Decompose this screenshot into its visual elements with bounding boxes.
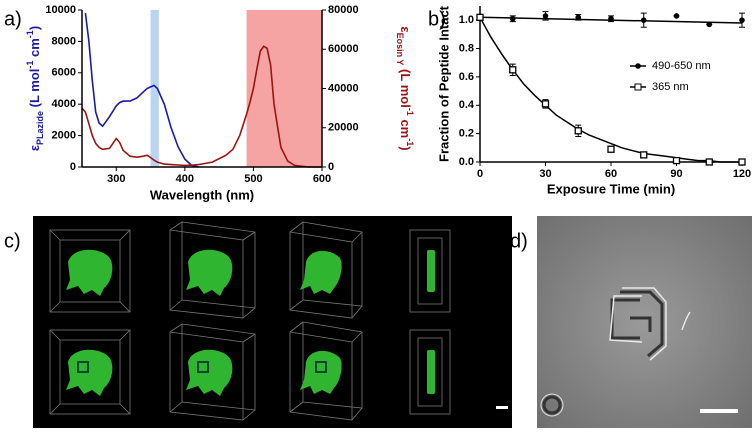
highlight-band	[246, 10, 322, 167]
data-point	[476, 13, 484, 21]
data-point	[640, 151, 648, 159]
image-c	[33, 216, 512, 428]
data-point	[739, 17, 745, 23]
label-part: -1	[405, 108, 415, 116]
data-point	[706, 21, 713, 28]
data-point	[608, 15, 614, 22]
legend-label: 365 nm	[652, 81, 689, 93]
x-tick-label: 300	[107, 173, 125, 185]
label-part: cm	[398, 116, 413, 138]
y-tick-label: 0.2	[459, 128, 474, 140]
data-point	[738, 158, 746, 166]
label-part: (L mol	[27, 69, 42, 111]
series-line	[84, 13, 199, 168]
axis-label: εEosin Y (L mol-1 cm-1)	[395, 26, 415, 150]
x-tick-label: 0	[477, 168, 483, 180]
x-tick-label: 400	[176, 173, 194, 185]
data-point	[705, 158, 713, 166]
x-tick-label: 600	[313, 173, 331, 185]
label-part: (L mol	[398, 65, 413, 107]
x-tick-label: 120	[733, 168, 751, 180]
x-axis-label: Wavelength (nm)	[150, 187, 254, 202]
label-part: -1	[25, 61, 35, 69]
y2-tick-label: 80000	[328, 4, 359, 16]
x-tick-label: 500	[244, 173, 262, 185]
label-part: cm	[27, 38, 42, 60]
highlight-band	[150, 10, 159, 167]
panel-label: a)	[4, 8, 22, 30]
label-part: -1	[25, 30, 35, 38]
data-point	[509, 15, 516, 22]
x-tick-label: 30	[539, 168, 551, 180]
label-part: PLazide	[35, 111, 45, 145]
label-part: )	[27, 26, 42, 30]
fit-line	[479, 16, 742, 163]
y2-tick-label: 60000	[328, 43, 359, 55]
panel-label: b)	[428, 8, 446, 30]
label-part: ε	[398, 26, 413, 32]
label-part: -1	[405, 138, 415, 146]
y-axis-label: Fraction of Peptide Intact	[436, 5, 451, 162]
y-tick-label: 1.0	[459, 14, 474, 26]
data-point	[640, 17, 647, 23]
data-point	[574, 127, 582, 135]
panel-label: d)	[510, 230, 528, 252]
y-tick-label: 10000	[45, 4, 76, 16]
image-d	[537, 216, 752, 428]
label-part: Eosin Y	[395, 33, 405, 66]
y-tick-label: 0.4	[459, 99, 475, 111]
label-part: ε	[27, 145, 42, 151]
axis-label: εPLazide (L mol-1 cm-1)	[25, 26, 45, 151]
label-part: )	[398, 146, 413, 150]
data-point	[607, 145, 615, 153]
y-tick-label: 0.8	[459, 42, 474, 54]
y2-tick-label: 40000	[328, 82, 359, 94]
series-line	[81, 45, 322, 168]
legend-marker	[634, 83, 642, 91]
data-point	[672, 156, 681, 165]
x-axis-label: Exposure Time (min)	[547, 181, 675, 196]
y-tick-label: 0.6	[459, 71, 474, 83]
y-tick-label: 0.0	[459, 156, 474, 168]
x-tick-label: 60	[605, 168, 617, 180]
y-tick-label: 2000	[52, 130, 76, 142]
data-point	[673, 13, 680, 19]
x-tick-label: 90	[670, 168, 682, 180]
data-point	[575, 14, 582, 21]
y2-tick-label: 0	[328, 161, 334, 173]
panel-label: c)	[4, 230, 21, 252]
data-point	[541, 100, 550, 108]
y-tick-label: 0	[70, 161, 76, 173]
legend-marker	[635, 63, 641, 69]
y-tick-label: 8000	[52, 35, 76, 47]
y-tick-label: 4000	[52, 98, 76, 110]
y2-tick-label: 20000	[328, 122, 359, 134]
legend-label: 490-650 nm	[652, 60, 711, 72]
y-tick-label: 6000	[52, 67, 76, 79]
data-point	[542, 13, 549, 19]
data-point	[509, 66, 517, 74]
